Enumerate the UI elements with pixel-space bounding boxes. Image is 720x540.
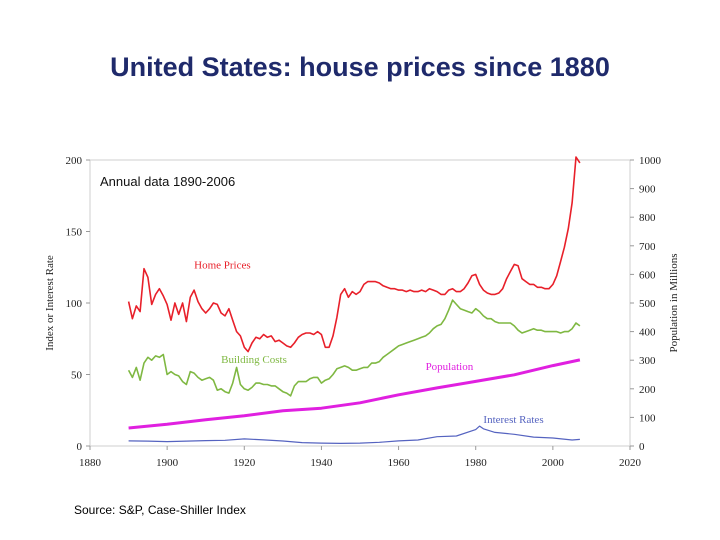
x-tick-label: 1960	[388, 457, 411, 469]
left-tick-label: 50	[71, 370, 83, 382]
x-tick-label: 1920	[233, 457, 256, 469]
right-tick-label: 700	[639, 241, 656, 253]
x-tick-label: 1980	[465, 457, 488, 469]
left-tick-label: 150	[66, 227, 83, 239]
left-tick-label: 0	[77, 441, 83, 453]
series-label-population: Population	[426, 361, 474, 373]
series-layer: Home Prices Building Costs Population Inter…	[127, 156, 581, 444]
source-note: Source: S&P, Case-Shiller Index	[74, 503, 246, 517]
left-axis-ticks: 0 50 100 150 200	[66, 155, 90, 453]
x-tick-label: 2000	[542, 457, 565, 469]
right-tick-label: 900	[639, 184, 656, 196]
right-tick-label: 100	[639, 412, 656, 424]
right-tick-label: 0	[639, 441, 645, 453]
x-tick-label: 1940	[310, 457, 333, 469]
series-label-interest-rates: Interest Rates	[483, 414, 543, 426]
x-axis-ticks: 1880 1900 1920 1940 1960 1980 2000 2020	[79, 446, 642, 469]
right-axis-ticks: 0 100 200 300 400 500 600 700 800 900 1000	[630, 155, 662, 453]
chart-annotation: Annual data 1890-2006	[100, 174, 235, 189]
series-line-home-prices	[127, 156, 581, 353]
left-tick-label: 200	[66, 155, 83, 167]
y-axis-right-label: Population in Millions	[668, 253, 680, 352]
right-tick-label: 600	[639, 269, 656, 281]
right-tick-label: 800	[639, 212, 656, 224]
x-tick-label: 1880	[79, 457, 102, 469]
right-tick-label: 400	[639, 327, 656, 339]
slide-title: United States: house prices since 1880	[110, 52, 610, 82]
x-tick-label: 2020	[619, 457, 642, 469]
series-line-interest-rates	[128, 425, 580, 444]
series-label-home-prices: Home Prices	[194, 260, 251, 272]
x-tick-label: 1900	[156, 457, 179, 469]
y-axis-left-label: Index or Interest Rate	[44, 255, 56, 351]
series-label-building-costs: Building Costs	[221, 354, 287, 366]
right-tick-label: 1000	[639, 155, 662, 167]
right-tick-label: 200	[639, 384, 656, 396]
right-tick-label: 300	[639, 355, 656, 367]
series-line-population	[128, 358, 581, 430]
series-line-building-costs	[127, 299, 581, 397]
left-tick-label: 100	[66, 298, 83, 310]
right-tick-label: 500	[639, 298, 656, 310]
